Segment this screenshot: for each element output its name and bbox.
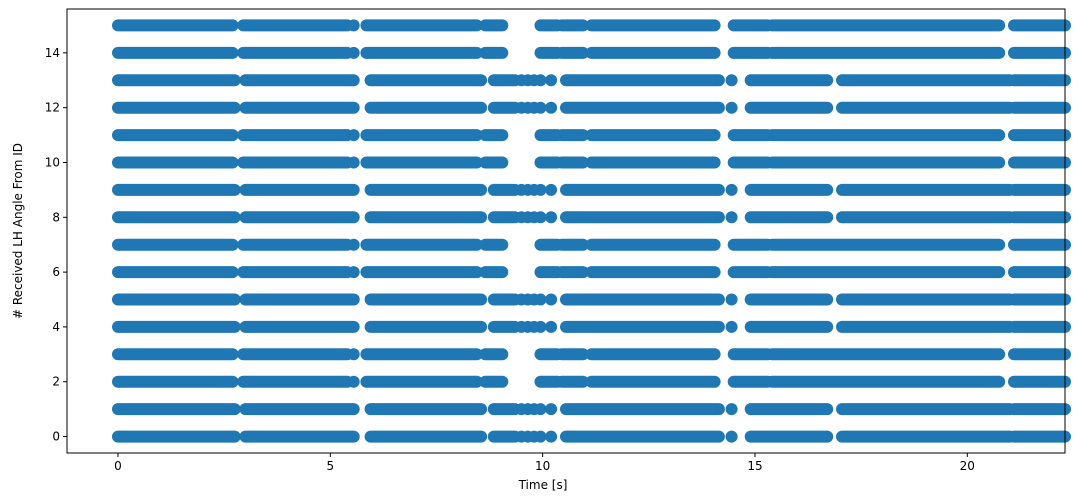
data-point bbox=[347, 19, 360, 32]
data-point bbox=[725, 320, 738, 333]
y-tick-label: 10 bbox=[45, 155, 60, 169]
data-point bbox=[534, 74, 547, 87]
data-point bbox=[534, 211, 547, 224]
data-point bbox=[545, 293, 558, 306]
data-point bbox=[534, 403, 547, 416]
data-point bbox=[545, 183, 558, 196]
data-point bbox=[347, 238, 360, 251]
data-point bbox=[725, 74, 738, 87]
data-point bbox=[545, 430, 558, 443]
data-point bbox=[534, 183, 547, 196]
data-point bbox=[534, 320, 547, 333]
y-tick-label: 12 bbox=[45, 101, 60, 115]
y-tick-label: 0 bbox=[52, 430, 60, 444]
data-point bbox=[545, 74, 558, 87]
data-point bbox=[347, 266, 360, 279]
y-tick-label: 6 bbox=[52, 265, 60, 279]
data-point bbox=[545, 211, 558, 224]
data-point bbox=[725, 430, 738, 443]
data-point bbox=[347, 156, 360, 169]
data-point bbox=[534, 101, 547, 114]
y-tick-label: 2 bbox=[52, 375, 60, 389]
x-tick-label: 10 bbox=[535, 459, 550, 473]
y-axis-label: # Received LH Angle From ID bbox=[11, 143, 25, 319]
data-point bbox=[725, 293, 738, 306]
plot-frame bbox=[66, 8, 1066, 454]
x-axis-label: Time [s] bbox=[518, 478, 568, 492]
data-point bbox=[725, 183, 738, 196]
x-tick-label: 15 bbox=[747, 459, 762, 473]
ticks-layer: 0 5 10 15 20 0 2 4 6 8 10 12 14 bbox=[45, 46, 975, 473]
x-tick-label: 5 bbox=[326, 459, 334, 473]
data-point bbox=[534, 430, 547, 443]
y-tick-label: 4 bbox=[52, 320, 60, 334]
y-tick-label: 8 bbox=[52, 210, 60, 224]
data-point bbox=[545, 101, 558, 114]
data-point bbox=[545, 320, 558, 333]
data-point bbox=[347, 129, 360, 142]
data-point bbox=[545, 403, 558, 416]
data-point bbox=[347, 46, 360, 59]
data-point bbox=[347, 348, 360, 361]
data-point bbox=[725, 403, 738, 416]
data-point bbox=[534, 293, 547, 306]
y-tick-label: 14 bbox=[45, 46, 60, 60]
points-layer bbox=[112, 19, 1071, 443]
data-point bbox=[347, 375, 360, 388]
data-point bbox=[725, 211, 738, 224]
x-tick-label: 20 bbox=[960, 459, 975, 473]
x-tick-label: 0 bbox=[114, 459, 122, 473]
data-point bbox=[725, 101, 738, 114]
